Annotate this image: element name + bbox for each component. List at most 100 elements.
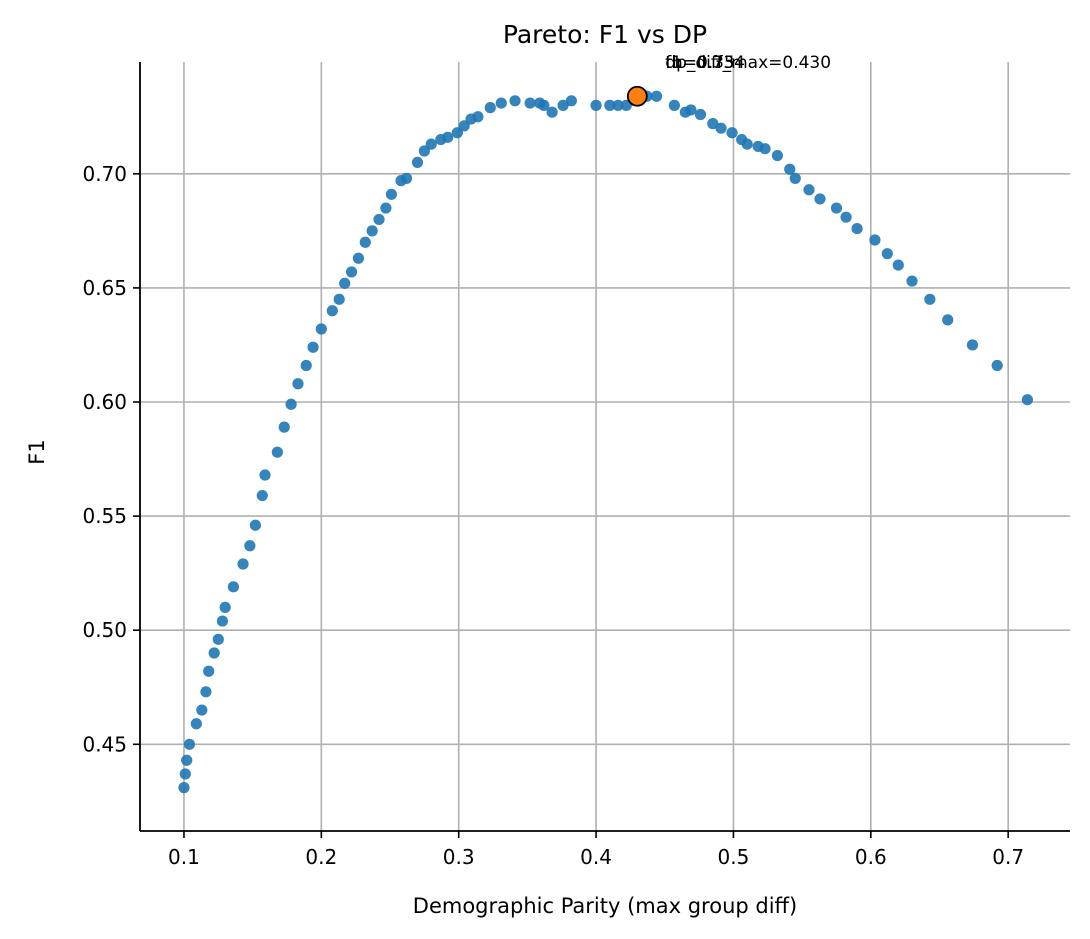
data-point: [178, 782, 190, 794]
y-tick-label: 0.45: [82, 732, 127, 756]
data-point: [538, 99, 550, 111]
y-tick-label: 0.55: [82, 504, 127, 528]
data-point: [366, 225, 378, 237]
x-tick-label: 0.3: [443, 845, 475, 869]
y-tick-label: 0.50: [82, 618, 127, 642]
data-point: [707, 118, 719, 130]
data-point: [400, 172, 413, 184]
y-axis-label: F1: [25, 439, 49, 464]
data-point: [451, 127, 463, 139]
data-point: [814, 193, 826, 205]
chart-title: Pareto: F1 vs DP: [503, 20, 707, 49]
data-point: [208, 647, 220, 659]
data-point: [726, 127, 738, 139]
data-point: [442, 131, 454, 143]
data-point: [1021, 394, 1034, 406]
data-point: [425, 138, 437, 150]
data-point: [741, 138, 753, 150]
tick-labels: 0.1 0.2 0.3 0.4 0.5 0.6 0.7 0.45 0.50 0.55 0.60 0.6…: [82, 162, 1024, 869]
data-point: [830, 202, 843, 214]
data-point: [590, 99, 602, 111]
grid-lines: [140, 62, 1070, 831]
data-point: [359, 236, 371, 248]
data-point: [484, 102, 496, 114]
data-point: [227, 581, 240, 593]
data-point: [771, 149, 784, 162]
data-point: [966, 339, 979, 351]
data-point: [906, 275, 918, 287]
data-point: [685, 104, 697, 116]
data-point: [271, 446, 283, 458]
data-point: [249, 519, 261, 531]
data-points: [178, 90, 1034, 794]
y-tick-label: 0.65: [82, 276, 127, 300]
data-point: [345, 266, 358, 278]
data-point: [181, 754, 193, 766]
data-point: [784, 163, 796, 175]
data-point: [183, 738, 196, 750]
data-point: [458, 120, 470, 132]
data-point: [803, 184, 815, 196]
data-point: [326, 305, 338, 317]
data-point: [196, 704, 208, 716]
data-point: [200, 686, 212, 698]
data-point: [991, 359, 1003, 372]
data-point: [285, 398, 297, 410]
data-point: [333, 293, 345, 305]
x-tick-label: 0.1: [168, 845, 200, 869]
y-tick-label: 0.70: [82, 162, 127, 186]
data-point: [352, 252, 365, 264]
data-point: [789, 172, 801, 184]
data-point: [300, 359, 312, 372]
data-point: [546, 106, 558, 118]
data-point: [385, 188, 397, 200]
data-point: [851, 222, 863, 235]
highlight-annotation: dp_diff_max=0.430: [665, 53, 831, 73]
x-tick-label: 0.5: [718, 845, 750, 869]
data-point: [694, 108, 707, 121]
data-point: [924, 293, 936, 305]
data-point: [307, 341, 319, 353]
data-point: [256, 489, 268, 502]
data-point: [524, 97, 536, 109]
x-tick-label: 0.7: [992, 845, 1024, 869]
highlight-point: [626, 85, 648, 107]
data-point: [339, 277, 351, 289]
x-tick-label: 0.4: [580, 845, 612, 869]
x-tick-label: 0.2: [305, 845, 337, 869]
data-point: [942, 314, 954, 326]
data-point: [212, 633, 224, 645]
data-point: [557, 99, 569, 111]
data-point: [650, 90, 663, 102]
y-tick-label: 0.60: [82, 390, 127, 414]
highlight-annotation: f1=0.734: [665, 53, 745, 73]
data-point: [190, 718, 202, 730]
data-point: [179, 768, 191, 780]
data-point: [869, 234, 881, 246]
data-point: [315, 323, 327, 335]
data-point: [216, 615, 229, 627]
data-point: [565, 95, 577, 107]
data-point: [472, 111, 484, 123]
data-point: [203, 665, 215, 677]
data-point: [509, 95, 521, 107]
data-point: [715, 122, 727, 134]
data-point: [237, 558, 249, 570]
data-point: [380, 202, 392, 214]
highlight-annotation: th=0.35: [665, 53, 735, 73]
x-axis-label: Demographic Parity (max group diff): [413, 894, 797, 918]
data-point: [759, 143, 771, 155]
data-point: [604, 99, 616, 111]
data-point: [495, 97, 507, 109]
data-point: [892, 259, 904, 271]
data-point: [292, 378, 304, 390]
data-point: [840, 211, 852, 223]
data-point: [219, 601, 231, 613]
data-point: [881, 248, 893, 260]
data-point: [418, 145, 430, 157]
data-point: [244, 540, 256, 552]
data-point: [278, 421, 290, 433]
axes: [133, 62, 1070, 838]
